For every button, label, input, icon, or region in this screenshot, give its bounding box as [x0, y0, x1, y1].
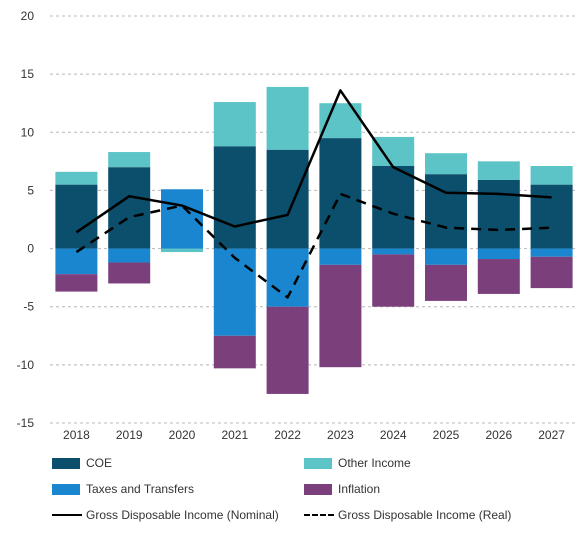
legend-label-taxes-transfers: Taxes and Transfers	[86, 482, 195, 496]
bar-other-income-2026	[477, 161, 520, 180]
bar-coe-2019	[108, 167, 151, 249]
bar-inflation-2026	[477, 259, 520, 294]
legend-swatch-inflation	[304, 483, 332, 495]
legend-swatch-taxes-transfers	[52, 483, 80, 495]
bar-taxes-and-transfers-2024	[372, 248, 415, 255]
bar-taxes-and-transfers-2021	[213, 248, 256, 336]
x-tick-label-2025: 2025	[433, 428, 460, 440]
bar-inflation-2027	[530, 256, 573, 289]
legend-swatch-gdi-nominal	[52, 514, 82, 516]
y-tick-label: -15	[17, 416, 35, 430]
bar-other-income-2018	[55, 171, 98, 185]
legend-item-gdi-real: Gross Disposable Income (Real)	[300, 508, 511, 522]
y-tick-label: 20	[21, 9, 35, 23]
x-tick-label-2024: 2024	[380, 428, 407, 440]
x-tick-label-2018: 2018	[63, 428, 90, 440]
legend-item-taxes-transfers: Taxes and Transfers	[52, 482, 194, 496]
bar-other-income-2021	[213, 102, 256, 147]
y-axis-tick-labels: 20 15 10 5 0 -5 -10 -15	[17, 9, 35, 430]
y-tick-label: 15	[21, 67, 35, 81]
legend-item-coe: COE	[52, 456, 112, 470]
y-tick-label: 10	[21, 125, 35, 139]
bar-inflation-2018	[55, 274, 98, 292]
x-axis-tick-labels: 2018 2019 2020 2021 2022 2023 2024 2025 2026 2027	[63, 428, 565, 442]
legend-item-gdi-nominal: Gross Disposable Income (Nominal)	[52, 508, 279, 522]
bar-inflation-2025	[425, 264, 467, 301]
x-tick-label-2023: 2023	[327, 428, 354, 440]
bar-taxes-and-transfers-2019	[108, 248, 151, 263]
legend-label-inflation: Inflation	[338, 482, 381, 496]
bar-inflation-2024	[372, 254, 415, 307]
line-gross-disposable-income-real	[75, 192, 552, 299]
bar-coe-2022	[266, 149, 309, 249]
legend-swatch-coe	[52, 457, 80, 469]
bar-coe-2026	[477, 179, 520, 249]
line-series	[75, 89, 552, 299]
x-tick-label-2019: 2019	[116, 428, 143, 440]
bar-taxes-and-transfers-2018	[55, 248, 98, 275]
bar-taxes-and-transfers-2027	[530, 248, 573, 257]
bar-coe-2018	[55, 184, 98, 249]
legend-label-gdi-nominal: Gross Disposable Income (Nominal)	[86, 508, 279, 522]
bar-series	[55, 86, 573, 394]
bar-other-income-2027	[530, 166, 573, 185]
legend-label-coe: COE	[86, 456, 113, 470]
bar-other-income-2022	[266, 86, 309, 150]
x-tick-label-2022: 2022	[274, 428, 301, 440]
bar-coe-2023	[319, 138, 362, 249]
bar-coe-2021	[213, 146, 256, 249]
bar-other-income-2020	[161, 248, 203, 253]
legend-swatch-gdi-real	[304, 514, 334, 516]
x-tick-label-2027: 2027	[538, 428, 565, 440]
bar-other-income-2024	[372, 136, 415, 167]
bar-other-income-2019	[108, 152, 151, 168]
y-tick-label: 0	[27, 242, 34, 256]
y-tick-label: -10	[17, 358, 35, 372]
line-gross-disposable-income-nominal	[75, 89, 552, 234]
bar-inflation-2023	[319, 264, 362, 368]
bar-other-income-2025	[425, 153, 467, 175]
y-tick-label: 5	[27, 183, 34, 197]
legend-swatch-other-income	[304, 457, 332, 469]
bar-coe-2027	[530, 184, 573, 249]
bar-inflation-2021	[213, 335, 256, 369]
bar-inflation-2019	[108, 262, 151, 284]
chart-plot: 20 15 10 5 0 -5 -10 -15 2018 2019 2020 2021 2022 202…	[17, 9, 578, 442]
x-tick-label-2020: 2020	[169, 428, 196, 440]
legend-item-inflation: Inflation	[304, 482, 380, 496]
bar-taxes-and-transfers-2026	[477, 248, 520, 260]
bar-taxes-and-transfers-2025	[425, 248, 467, 265]
bar-taxes-and-transfers-2023	[319, 248, 362, 265]
x-tick-label-2026: 2026	[485, 428, 512, 440]
legend-label-gdi-real: Gross Disposable Income (Real)	[338, 508, 512, 522]
x-tick-label-2021: 2021	[221, 428, 248, 440]
y-tick-label: -5	[23, 300, 34, 314]
legend-item-other-income: Other Income	[304, 456, 411, 470]
bar-inflation-2022	[266, 306, 309, 394]
legend-label-other-income: Other Income	[338, 456, 411, 470]
bar-other-income-2023	[319, 103, 362, 139]
